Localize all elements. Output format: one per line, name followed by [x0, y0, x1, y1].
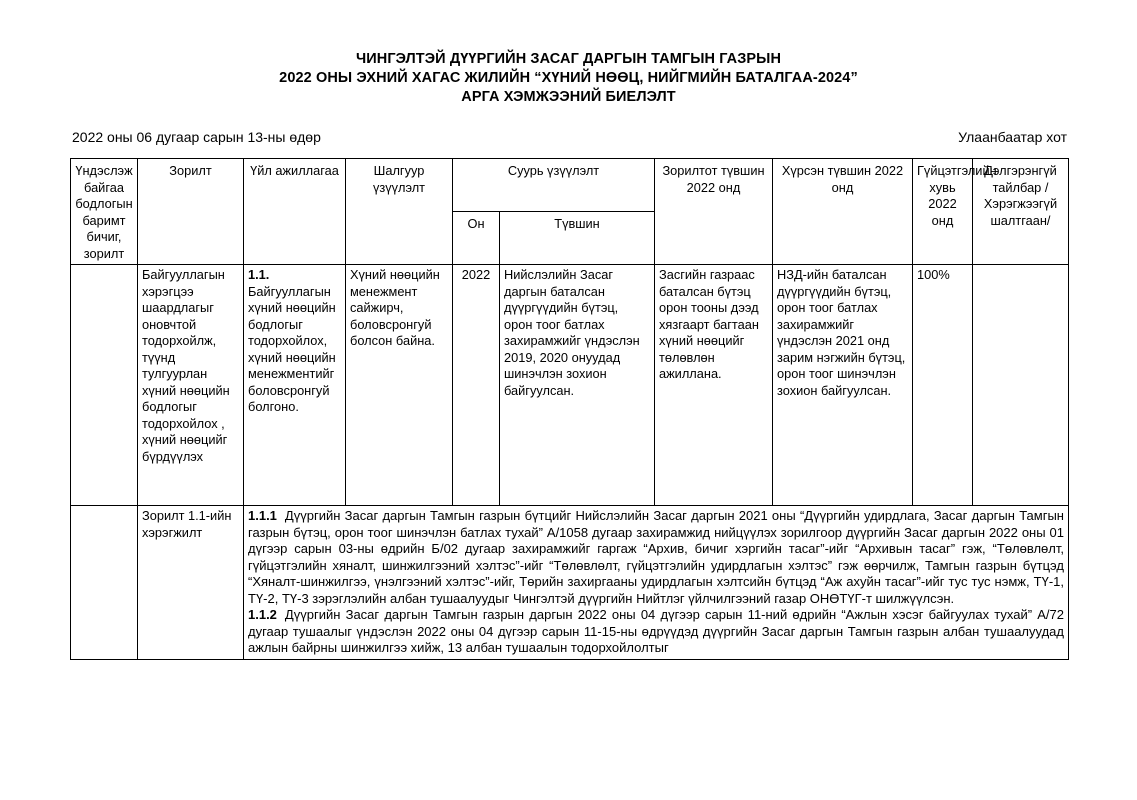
- document-date: 2022 оны 06 дугаар сарын 13-ны өдөр: [72, 129, 321, 145]
- cell-goal-implementation-label: Зорилт 1.1-ийн хэрэгжилт: [137, 505, 244, 660]
- table-header: Үндэслэж байгаа бодлогын баримт бичиг, з…: [70, 158, 1069, 265]
- paragraph-number: 1.1.2: [248, 607, 277, 622]
- title-line-3: АРГА ХЭМЖЭЭНИЙ БИЕЛЭЛТ: [461, 89, 676, 105]
- header-achieved-2022: Хүрсэн түвшин 2022 онд: [772, 158, 913, 265]
- cell-implementation-narrative: 1.1.1 Дүүргийн Засаг даргын Тамгын газрын…: [243, 505, 1069, 660]
- header-target-2022: Зорилтот түвшин 2022 онд: [654, 158, 773, 265]
- document-place: Улаанбаатар хот: [958, 129, 1067, 145]
- document-meta-row: 2022 оны 06 дугаар сарын 13-ны өдөр Улаа…: [0, 129, 1137, 145]
- cell-policy-document: [70, 505, 138, 660]
- activity-text: Байгууллагын хүний нөөцийн бодлогыг тодо…: [248, 283, 336, 415]
- header-goal: Зорилт: [137, 158, 244, 265]
- implementation-table: Үндэслэж байгаа бодлогын баримт бичиг, з…: [70, 158, 1069, 660]
- cell-goal: Байгууллагын хэрэгцээ шаардлагыг оновчто…: [137, 264, 244, 506]
- table-container: Үндэслэж байгаа бодлогын баримт бичиг, з…: [0, 158, 1137, 660]
- paragraph-1-1-1: 1.1.1 Дүүргийн Засаг даргын Тамгын газрын…: [248, 508, 1064, 607]
- header-percent-2022: Гүйцэтгэлийн хувь 2022 онд: [912, 158, 997, 265]
- paragraph-text: Дүүргийн Засаг даргын Тамгын газрын дарг…: [248, 607, 1064, 655]
- header-baseline-group: Суурь үзүүлэлт: [452, 158, 655, 212]
- table-row: Зорилт 1.1-ийн хэрэгжилт 1.1.1 Дүүргийн З…: [70, 505, 1069, 660]
- header-row-main: Үндэслэж байгаа бодлогын баримт бичиг, з…: [70, 158, 1069, 265]
- cell-baseline-level: Нийслэлийн Засаг даргын баталсан дүүргүү…: [499, 264, 655, 506]
- header-activity: Үйл ажиллагаа: [243, 158, 346, 265]
- paragraph-1-1-2: 1.1.2 Дүүргийн Засаг даргын Тамгын газрын…: [248, 607, 1064, 657]
- paragraph-text: Дүүргийн Засаг даргын Тамгын газрын бүтц…: [248, 508, 1064, 606]
- paragraph-number: 1.1.1: [248, 508, 277, 523]
- header-policy-document: Үндэслэж байгаа бодлогын баримт бичиг, з…: [70, 158, 138, 265]
- cell-indicator: Хүний нөөцийн менежмент сайжирч, боловср…: [345, 264, 453, 506]
- cell-percent-2022: 100%: [912, 264, 973, 506]
- header-baseline-year: Он: [452, 211, 500, 265]
- cell-target-2022: Засгийн газраас баталсан бүтэц орон тоон…: [654, 264, 773, 506]
- title-line-2: 2022 ОНЫ ЭХНИЙ ХАГАС ЖИЛИЙН “ХҮНИЙ НӨӨЦ,…: [279, 70, 858, 86]
- header-indicator: Шалгуур үзүүлэлт: [345, 158, 453, 265]
- cell-notes: [972, 264, 1069, 506]
- cell-policy-document: [70, 264, 138, 506]
- table-row: Байгууллагын хэрэгцээ шаардлагыг оновчто…: [70, 264, 1069, 506]
- cell-baseline-year: 2022: [452, 264, 500, 506]
- activity-number: 1.1.: [248, 267, 270, 282]
- table-body: Байгууллагын хэрэгцээ шаардлагыг оновчто…: [70, 264, 1069, 660]
- cell-activity: 1.1. Байгууллагын хүний нөөцийн бодлогыг…: [243, 264, 346, 506]
- header-row-sub: Он Түвшин: [71, 211, 1069, 265]
- header-notes: Дэлгэрэнгүй тайлбар /Хэрэгжээгүй шалтгаа…: [972, 158, 1069, 265]
- cell-achieved-2022: НЗД-ийн баталсан дүүргүүдийн бүтэц, орон…: [772, 264, 913, 506]
- title-line-1: ЧИНГЭЛТЭЙ ДҮҮРГИЙН ЗАСАГ ДАРГЫН ТАМГЫН Г…: [355, 51, 782, 67]
- document-title-block: ЧИНГЭЛТЭЙ ДҮҮРГИЙН ЗАСАГ ДАРГЫН ТАМГЫН Г…: [0, 0, 1137, 107]
- header-baseline-level: Түвшин: [499, 211, 655, 265]
